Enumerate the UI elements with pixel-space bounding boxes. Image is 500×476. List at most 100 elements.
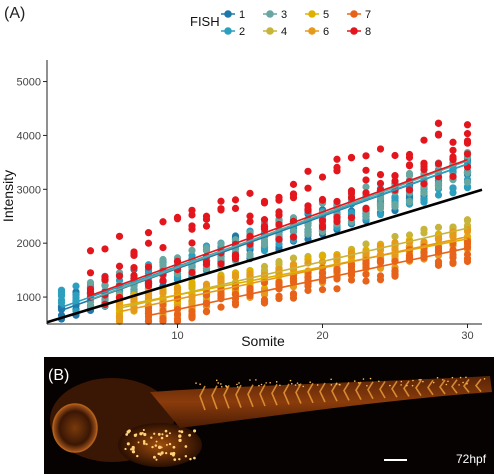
y-tick-label: 3000 [17, 184, 41, 196]
data-point-fish-8 [304, 184, 312, 192]
data-point-fish-8 [376, 145, 385, 153]
data-point-fish-7 [144, 317, 153, 325]
data-point-fish-8 [86, 247, 95, 255]
speckle [160, 436, 164, 440]
legend-title: FISH [190, 14, 220, 29]
data-point-fish-8 [260, 225, 269, 233]
larva-yolk [118, 423, 202, 467]
data-point-fish-7 [289, 294, 298, 302]
data-point-fish-8 [391, 177, 399, 185]
somite-chevron [247, 384, 254, 408]
data-point-fish-4 [362, 240, 370, 248]
data-point-fish-7 [333, 275, 341, 283]
speckle [275, 381, 278, 383]
speckle [296, 382, 299, 384]
somite-chevron [439, 379, 446, 395]
data-point-fish-3 [304, 226, 312, 234]
data-point-fish-7 [434, 261, 443, 269]
data-point-fish-8 [144, 229, 153, 237]
data-point-fish-8 [434, 119, 443, 127]
legend-marker [266, 10, 274, 18]
speckle [153, 432, 156, 435]
speckle [411, 384, 414, 387]
data-point-fish-8 [434, 131, 443, 139]
data-point-fish-7 [362, 270, 370, 279]
data-point-fish-7 [159, 314, 167, 323]
x-axis-title: Somite [241, 333, 285, 349]
data-point-fish-8 [289, 191, 298, 199]
data-point-fish-6 [188, 297, 196, 306]
overall-fit-line [46, 188, 483, 324]
data-point-fish-8 [130, 271, 138, 280]
data-point-fish-8 [405, 161, 414, 169]
data-point-fish-7 [333, 285, 341, 293]
data-point-fish-8 [362, 189, 370, 197]
data-point-fish-4 [434, 223, 443, 231]
data-point-fish-7 [188, 307, 196, 316]
speckle [215, 379, 218, 382]
speckle [236, 383, 238, 386]
speckle [124, 447, 127, 451]
y-tick-label: 2000 [17, 238, 41, 250]
legend-item-3: 3 [263, 9, 287, 21]
data-point-fish-7 [463, 255, 472, 263]
somite-chevron [355, 381, 362, 400]
data-point-fish-8 [130, 248, 138, 256]
speckle [184, 445, 188, 448]
speckle [164, 429, 168, 433]
legend-marker [224, 10, 232, 18]
speckle [131, 447, 135, 451]
data-point-fish-7 [275, 292, 283, 300]
somite-chevron [379, 381, 386, 399]
speckle [136, 454, 139, 458]
data-point-fish-3 [362, 212, 370, 220]
speckle [378, 380, 380, 383]
fit-line-fish-3 [90, 160, 468, 301]
speckle [389, 384, 391, 387]
data-point-fish-8 [130, 263, 138, 272]
speckle [330, 384, 333, 386]
speckle [178, 430, 181, 433]
data-point-fish-8 [159, 218, 167, 226]
data-point-fish-8 [318, 173, 327, 181]
speckle [294, 384, 297, 386]
data-point-fish-6 [202, 280, 211, 288]
speckle [130, 448, 133, 451]
speckle [141, 432, 144, 434]
fluorescent-speckles [124, 376, 486, 461]
speckle [150, 436, 153, 439]
legend-marker [350, 10, 358, 18]
data-point-fish-8 [217, 206, 225, 214]
speckle [172, 453, 175, 457]
speckle [279, 384, 281, 387]
speckle [451, 376, 454, 379]
speckle [169, 452, 173, 456]
y-tick-label: 5000 [17, 77, 41, 89]
legend-label: 5 [323, 9, 329, 21]
speckle [236, 386, 239, 388]
legend-label: 4 [281, 26, 287, 38]
data-point-fish-6 [173, 286, 182, 294]
speckle [193, 429, 197, 433]
data-point-fish-8 [101, 245, 109, 253]
data-point-fish-8 [463, 137, 472, 145]
data-point-fish-2 [72, 282, 80, 290]
data-point-fish-8 [275, 193, 283, 201]
data-point-fish-3 [86, 278, 95, 287]
speckle [161, 433, 164, 436]
speckle [289, 379, 292, 382]
speckle [369, 377, 372, 380]
speckle [155, 440, 158, 443]
speckle [159, 453, 162, 456]
data-point-fish-4 [420, 229, 428, 237]
data-point-fish-6 [289, 260, 298, 268]
legend-item-5: 5 [305, 9, 329, 21]
speckle [165, 443, 168, 446]
speckle [157, 432, 161, 436]
scatter-points [57, 119, 472, 325]
data-point-fish-8 [318, 196, 327, 204]
data-point-fish-8 [463, 130, 472, 138]
data-point-fish-7 [434, 244, 443, 252]
speckle [184, 454, 188, 458]
data-point-fish-7 [188, 314, 196, 322]
